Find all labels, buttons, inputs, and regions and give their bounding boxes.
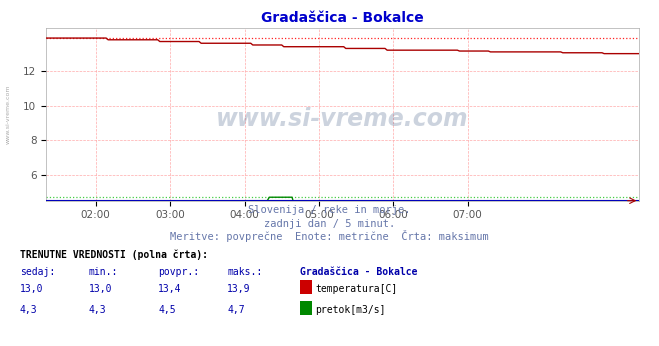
Text: 4,7: 4,7	[227, 305, 245, 315]
Text: 13,0: 13,0	[20, 284, 43, 294]
Text: TRENUTNE VREDNOSTI (polna črta):: TRENUTNE VREDNOSTI (polna črta):	[20, 249, 208, 260]
Text: 4,3: 4,3	[89, 305, 107, 315]
Text: sedaj:: sedaj:	[20, 267, 55, 277]
Text: 13,9: 13,9	[227, 284, 251, 294]
Text: Slovenija / reke in morje.: Slovenija / reke in morje.	[248, 205, 411, 215]
Text: 13,4: 13,4	[158, 284, 182, 294]
Text: www.si-vreme.com: www.si-vreme.com	[5, 84, 11, 144]
Text: Meritve: povprečne  Enote: metrične  Črta: maksimum: Meritve: povprečne Enote: metrične Črta:…	[170, 230, 489, 243]
Text: maks.:: maks.:	[227, 267, 262, 277]
Text: www.si-vreme.com: www.si-vreme.com	[216, 107, 469, 131]
Text: povpr.:: povpr.:	[158, 267, 199, 277]
Text: 4,5: 4,5	[158, 305, 176, 315]
Text: 13,0: 13,0	[89, 284, 113, 294]
Text: 4,3: 4,3	[20, 305, 38, 315]
Text: pretok[m3/s]: pretok[m3/s]	[315, 305, 386, 315]
Text: Gradaščica - Bokalce: Gradaščica - Bokalce	[300, 267, 417, 277]
Title: Gradaščica - Bokalce: Gradaščica - Bokalce	[262, 11, 424, 25]
Text: zadnji dan / 5 minut.: zadnji dan / 5 minut.	[264, 219, 395, 229]
Text: min.:: min.:	[89, 267, 119, 277]
Text: temperatura[C]: temperatura[C]	[315, 284, 397, 294]
